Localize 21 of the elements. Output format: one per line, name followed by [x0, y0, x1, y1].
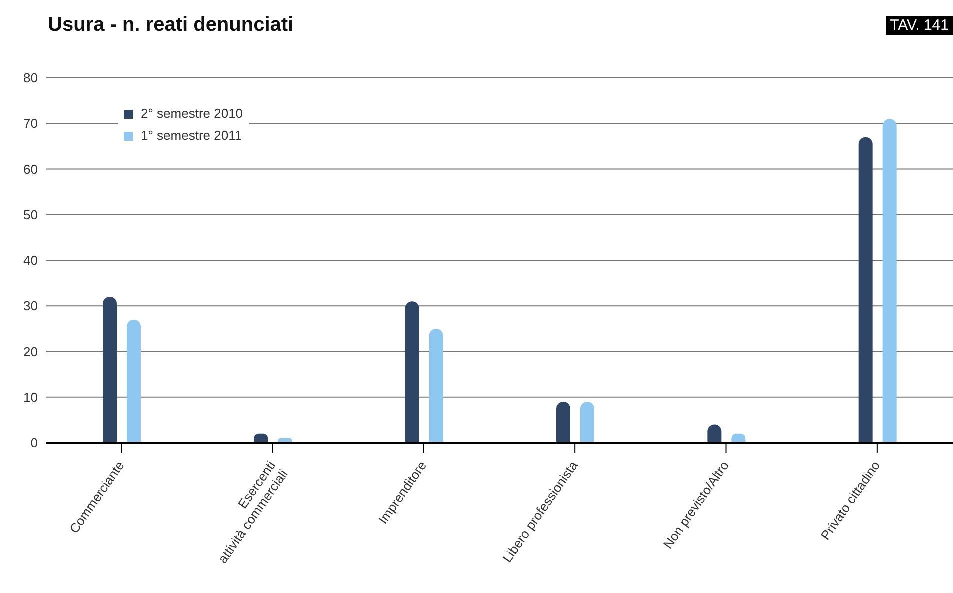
bar: [556, 402, 570, 443]
y-tick-label: 10: [24, 390, 38, 405]
chart-title: Usura - n. reati denunciati: [48, 14, 294, 37]
bar: [858, 137, 873, 443]
y-tick-label: 20: [24, 344, 38, 360]
bar: [405, 302, 420, 443]
y-tick-label: 30: [24, 298, 38, 314]
y-tick-label: 50: [24, 207, 38, 222]
text: TAV. 141: [886, 16, 953, 35]
y-tick-label: 40: [24, 253, 38, 268]
bar: [882, 119, 897, 443]
bar: [103, 297, 117, 443]
y-tick-label: 80: [24, 70, 38, 86]
y-tick-label: 60: [24, 162, 38, 177]
legend-label: 1° semestre 2011: [141, 127, 242, 145]
bar: [580, 402, 594, 443]
y-tick-label: 0: [30, 436, 38, 451]
legend-label: 2° semestre 2010: [141, 105, 244, 123]
y-tick-label: 70: [24, 116, 38, 132]
bar: [127, 320, 141, 443]
bar: [429, 328, 444, 443]
